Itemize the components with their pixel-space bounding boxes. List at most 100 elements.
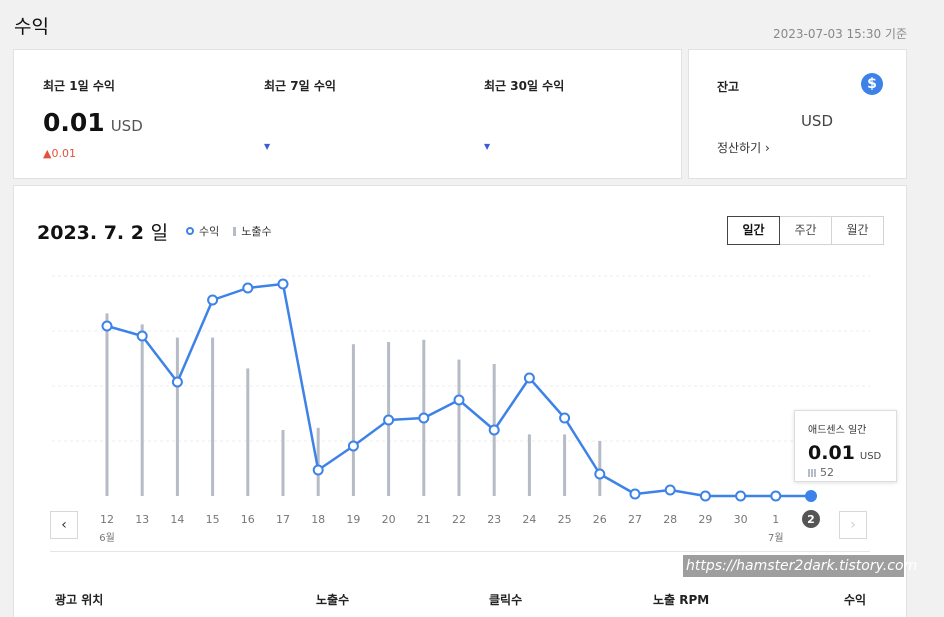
stat-day-change: ▲0.01 <box>43 147 143 160</box>
tooltip-title: 애드센스 일간 <box>808 425 867 436</box>
x-tick-label: 24 <box>522 513 536 526</box>
stat-month-label: 최근 30일 수익 <box>484 79 565 93</box>
selected-date-marker <box>802 510 820 528</box>
line-marker-icon <box>186 227 194 235</box>
x-tick-label: 27 <box>628 513 642 526</box>
x-tick-label: 23 <box>487 513 501 526</box>
month-label: 6월 <box>99 532 115 544</box>
x-tick-label: 12 <box>100 513 114 526</box>
x-tick-label: 22 <box>452 513 466 526</box>
impressions-bar <box>105 313 109 496</box>
impressions-bar <box>281 430 285 496</box>
stat-day-change-value: 0.01 <box>51 147 76 160</box>
x-tick-label: 15 <box>206 513 220 526</box>
revenue-point <box>101 320 113 332</box>
balance-card: 잔고 $ USD 정산하기 › <box>688 49 907 179</box>
impressions-bar <box>527 434 531 496</box>
stat-day-unit: USD <box>110 117 143 135</box>
revenue-point <box>383 414 395 426</box>
chart-tooltip: 애드센스 일간 0.01 USD 52 <box>794 410 897 482</box>
balance-label: 잔고 <box>717 80 740 94</box>
summary-card: 최근 1일 수익 0.01 USD ▲0.01 최근 7일 수익 ▼ 최근 30… <box>13 49 682 179</box>
chart-card: 2023. 7. 2 일 수익 노출수 일간 주간 월간 12 6월 13 14 15 1… <box>13 185 917 617</box>
revenue-point <box>770 490 782 502</box>
impressions-bar <box>351 344 355 496</box>
chart-date-value: 2023. 7. 2 <box>37 222 144 244</box>
th-rpm: 노출 RPM <box>653 593 710 607</box>
th-impressions: 노출수 <box>316 593 350 607</box>
impressions-bar <box>246 368 250 496</box>
impressions-bar <box>211 337 215 496</box>
period-daily-button[interactable]: 일간 <box>727 216 780 245</box>
caret-down-icon[interactable]: ▼ <box>264 142 271 151</box>
tooltip-impressions: 52 <box>808 466 883 479</box>
x-tick-label: 19 <box>346 513 360 526</box>
page-title: 수익 <box>14 16 49 38</box>
x-tick-label: 25 <box>558 513 572 526</box>
divider <box>50 551 870 552</box>
chevron-right-icon: › <box>850 517 856 533</box>
revenue-point <box>453 394 465 406</box>
revenue-point <box>312 464 324 476</box>
x-tick-label: 28 <box>663 513 677 526</box>
x-tick-label: 20 <box>382 513 396 526</box>
revenue-point <box>559 412 571 424</box>
tooltip-value: 0.01 <box>808 442 855 464</box>
revenue-point <box>136 330 148 342</box>
watermark: https://hamster2dark.tistory.com <box>683 555 917 577</box>
x-tick-label: 26 <box>593 513 607 526</box>
arrow-up-icon: ▲ <box>43 147 52 160</box>
x-tick-label: 2 <box>807 513 815 526</box>
legend-revenue: 수익 <box>186 223 219 239</box>
th-clicks: 클릭수 <box>489 593 523 607</box>
chart-next-button[interactable]: › <box>839 511 867 539</box>
period-monthly-button[interactable]: 월간 <box>831 216 884 245</box>
revenue-point-highlight <box>805 490 817 502</box>
x-tick-label: 18 <box>311 513 325 526</box>
x-tick-label: 13 <box>135 513 149 526</box>
x-tick-label: 1 <box>772 513 779 526</box>
stat-month: 최근 30일 수익 <box>484 77 564 94</box>
legend-revenue-label: 수익 <box>199 225 220 238</box>
caret-down-icon[interactable]: ▼ <box>484 142 491 151</box>
th-revenue: 수익 <box>844 593 867 607</box>
revenue-point <box>594 468 606 480</box>
chart-prev-button[interactable]: ‹ <box>50 511 78 539</box>
revenue-point <box>629 488 641 500</box>
timestamp: 2023-07-03 15:30 기준 <box>772 27 907 41</box>
month-label: 7월 <box>768 532 784 544</box>
dollar-icon: $ <box>861 73 883 95</box>
chevron-left-icon: ‹ <box>61 517 67 533</box>
stat-day: 최근 1일 수익 0.01 USD ▲0.01 <box>43 77 143 160</box>
x-tick-label: 21 <box>417 513 431 526</box>
revenue-point <box>347 440 359 452</box>
chart-date-unit: 일 <box>150 222 169 244</box>
impressions-bar <box>175 337 179 496</box>
stat-day-value: 0.01 <box>43 108 105 137</box>
x-tick-label: 16 <box>241 513 255 526</box>
bar-chart-icon <box>808 468 816 477</box>
settle-link[interactable]: 정산하기 › <box>717 139 770 156</box>
legend-impressions: 노출수 <box>233 223 272 239</box>
impressions-bar <box>140 324 144 496</box>
impressions-bar <box>457 359 461 496</box>
revenue-point <box>242 282 254 294</box>
revenue-point <box>488 424 500 436</box>
period-toggle: 일간 주간 월간 <box>727 216 884 245</box>
revenue-point <box>277 278 289 290</box>
settle-label: 정산하기 <box>717 141 762 155</box>
revenue-point <box>664 484 676 496</box>
x-tick-label: 29 <box>698 513 712 526</box>
bar-marker-icon <box>233 226 237 236</box>
tooltip-unit: USD <box>859 451 882 462</box>
revenue-point <box>418 412 430 424</box>
impressions-bar <box>563 434 567 496</box>
revenue-point <box>735 490 747 502</box>
x-tick-label: 14 <box>170 513 184 526</box>
impressions-bar <box>316 427 320 496</box>
stat-day-label: 최근 1일 수익 <box>43 79 115 93</box>
revenue-point <box>523 372 535 384</box>
legend-impressions-label: 노출수 <box>241 225 272 238</box>
x-tick-label: 30 <box>734 513 748 526</box>
